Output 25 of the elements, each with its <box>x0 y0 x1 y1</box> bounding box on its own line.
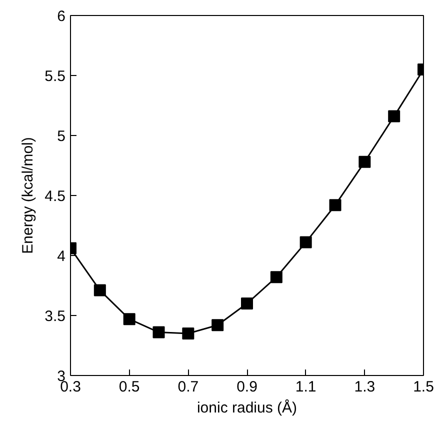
y-tick-label: 5 <box>57 128 66 145</box>
point <box>270 271 282 284</box>
x-tick-label: 1.1 <box>295 378 316 396</box>
x-tick-label: 0.5 <box>118 378 140 396</box>
y-tick-label: 5.5 <box>44 68 66 85</box>
y-axis-title: Energy (kcal/mol) <box>20 137 37 254</box>
point <box>94 284 106 296</box>
x-axis-title: ionic radius (Å) <box>196 398 298 416</box>
point <box>388 110 400 122</box>
y-tick-label: 4.5 <box>44 188 66 205</box>
x-tick-label: 1.3 <box>354 378 376 396</box>
point <box>182 328 194 340</box>
y-tick-label: 6 <box>57 8 66 25</box>
point <box>212 319 224 332</box>
y-tick-label: 3.5 <box>44 308 66 325</box>
x-tick-label: 0.9 <box>236 378 258 396</box>
point <box>329 199 342 212</box>
point <box>300 236 312 248</box>
point <box>358 156 371 168</box>
x-tick-label: 1.5 <box>413 378 434 396</box>
x-tick-label: 0.7 <box>178 378 199 396</box>
point <box>241 298 253 310</box>
y-tick-label: 4 <box>57 248 66 265</box>
point <box>152 326 165 338</box>
point <box>123 313 136 326</box>
